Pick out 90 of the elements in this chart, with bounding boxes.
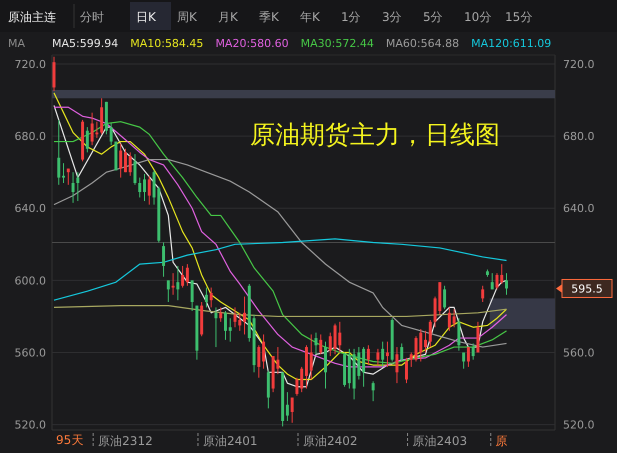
y-tick-label: 640.0 <box>14 202 46 216</box>
candlestick <box>338 321 342 353</box>
line-series <box>53 305 508 318</box>
candlestick <box>134 154 136 186</box>
candlestick <box>381 341 384 368</box>
candlestick <box>95 121 98 138</box>
candlestick <box>366 344 370 366</box>
candlestick <box>372 380 375 402</box>
text: 95天 <box>56 433 84 447</box>
candlestick <box>72 172 75 204</box>
candlestick <box>428 320 432 348</box>
candlestick <box>186 264 189 286</box>
text: 595.5 <box>571 282 603 296</box>
text: 原油期货主力，日线图 <box>250 120 500 149</box>
candlestick <box>219 306 222 322</box>
candlestick <box>334 323 337 355</box>
text: MA60:564.88 <box>386 37 460 50</box>
candlestick <box>214 306 218 348</box>
text: MA30:572.44 <box>300 37 374 50</box>
text: 5分 <box>423 10 443 24</box>
candlestick <box>234 306 236 328</box>
candlestick <box>204 287 208 308</box>
candlestick <box>90 112 94 146</box>
text: 年K <box>300 10 321 24</box>
candlestick <box>143 173 146 202</box>
candlestick <box>190 280 194 312</box>
text: 周K <box>177 10 198 24</box>
text: 10分 <box>464 10 492 24</box>
candlestick <box>228 318 232 342</box>
candlestick <box>176 265 180 301</box>
candlestick <box>286 392 289 422</box>
text: MA20:580.60 <box>215 37 289 50</box>
candlestick <box>472 342 475 360</box>
candlestick <box>210 287 213 308</box>
candlestick <box>86 126 89 153</box>
text: 季K <box>259 10 280 24</box>
text: 分时 <box>80 10 104 24</box>
candlestick <box>505 272 508 296</box>
y2-tick-label: 640.0 <box>563 202 594 216</box>
y2-tick-label: 560.0 <box>563 346 594 360</box>
y-tick-label: 520.0 <box>14 418 46 432</box>
candlestick <box>400 342 404 362</box>
candlestick <box>443 285 446 310</box>
text: MA120:611.09 <box>471 37 552 50</box>
candlestick <box>457 318 460 352</box>
x-tick-label: 原 <box>496 434 508 448</box>
text: 3分 <box>382 10 402 24</box>
candlestick <box>496 272 498 290</box>
candlestick <box>466 346 470 368</box>
text: MA <box>8 37 26 50</box>
candlestick <box>181 265 184 288</box>
candlestick <box>490 272 494 290</box>
candlestick <box>166 280 170 302</box>
candlestick <box>66 168 70 186</box>
candlestick <box>424 330 428 353</box>
text: 月K <box>218 10 239 24</box>
x-tick-label: 原油2312 <box>98 434 153 448</box>
candlestick <box>162 242 166 278</box>
candlestick <box>119 142 122 178</box>
text: 原油主连 <box>8 10 56 24</box>
candlestick <box>405 357 408 384</box>
candlestick <box>376 348 380 366</box>
text: MA10:584.45 <box>130 37 204 50</box>
y2-tick-label: 720.0 <box>563 58 594 72</box>
y2-tick-label: 680.0 <box>563 130 594 144</box>
y2-tick-label: 520.0 <box>563 418 594 432</box>
y-tick-label: 720.0 <box>14 58 46 72</box>
candlestick <box>243 296 246 335</box>
text: 日K <box>136 10 157 24</box>
text: MA5:599.94 <box>52 37 118 50</box>
candlestick <box>290 397 294 424</box>
candlestick <box>395 346 398 384</box>
y-tick-label: 560.0 <box>14 346 46 360</box>
candlestick <box>76 172 80 202</box>
candlestick <box>434 296 437 328</box>
candlestick <box>414 336 418 362</box>
candlestick <box>462 352 466 370</box>
text: 15分 <box>505 10 532 24</box>
y-tick-label: 680.0 <box>14 130 46 144</box>
x-tick-label: 原油2401 <box>202 434 258 448</box>
x-tick-label: 原油2402 <box>302 434 358 448</box>
x-tick-label: 原油2403 <box>412 434 468 448</box>
candlestick <box>224 310 227 340</box>
candlestick <box>276 346 280 375</box>
candlestick <box>481 285 484 302</box>
candlestick <box>386 341 389 368</box>
candlestick <box>314 332 318 355</box>
text: 1分 <box>341 10 361 24</box>
y-tick-label: 600.0 <box>14 274 46 288</box>
line-series <box>53 238 508 301</box>
